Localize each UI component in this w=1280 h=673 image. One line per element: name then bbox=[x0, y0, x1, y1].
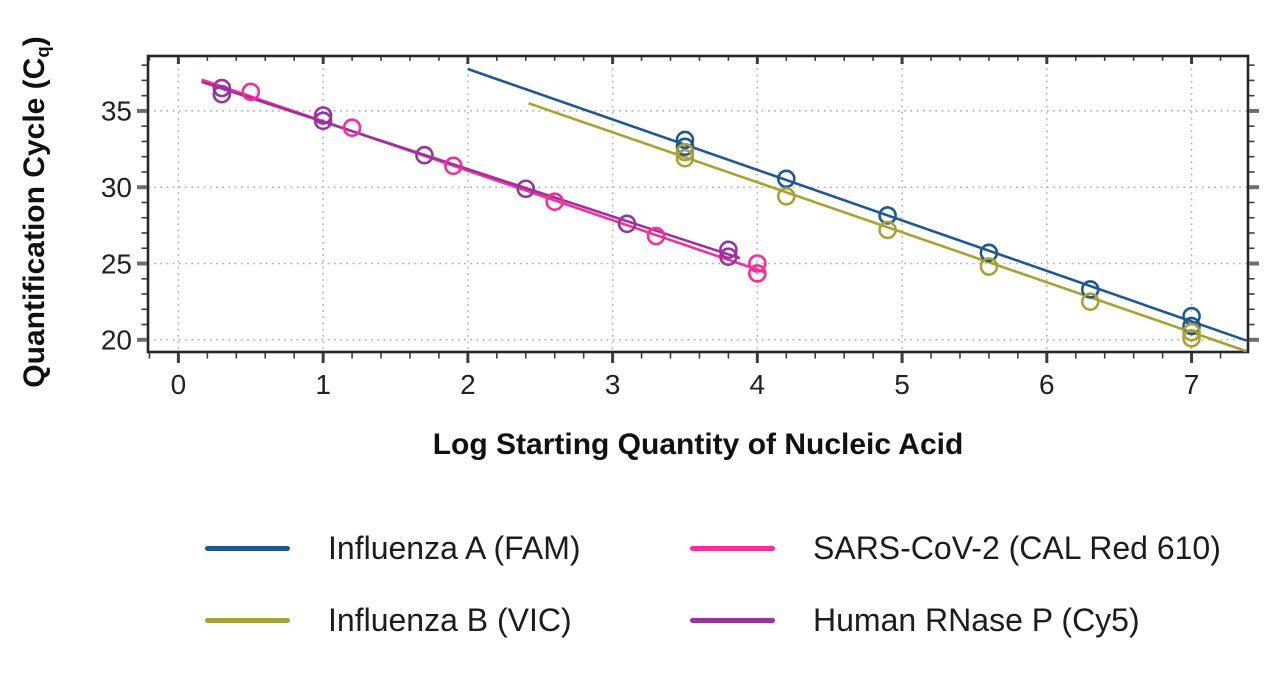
legend-item-human-rnase-p: Human RNase P (Cy5) bbox=[690, 599, 1140, 641]
svg-text:5: 5 bbox=[894, 369, 910, 400]
legend-item-sars-cov-2: SARS-CoV-2 (CAL Red 610) bbox=[690, 527, 1221, 569]
legend-item-influenza-a: Influenza A (FAM) bbox=[205, 527, 581, 569]
svg-text:30: 30 bbox=[101, 172, 132, 203]
legend-swatch-influenza-b bbox=[205, 617, 290, 623]
legend-swatch-sars-cov-2 bbox=[690, 545, 775, 551]
svg-text:3: 3 bbox=[605, 369, 621, 400]
svg-text:35: 35 bbox=[101, 96, 132, 127]
legend-label-sars-cov-2: SARS-CoV-2 (CAL Red 610) bbox=[813, 529, 1221, 566]
legend-label-human-rnase-p: Human RNase P (Cy5) bbox=[813, 601, 1140, 638]
x-axis-title: Log Starting Quantity of Nucleic Acid bbox=[432, 428, 964, 461]
svg-text:7: 7 bbox=[1184, 369, 1200, 400]
legend-label-influenza-a: Influenza A (FAM) bbox=[328, 529, 581, 566]
svg-text:1: 1 bbox=[315, 369, 331, 400]
legend-swatch-human-rnase-p bbox=[690, 617, 775, 623]
svg-text:20: 20 bbox=[101, 325, 132, 356]
svg-text:25: 25 bbox=[101, 248, 132, 279]
svg-text:4: 4 bbox=[750, 369, 766, 400]
legend-swatch-influenza-a bbox=[205, 545, 290, 551]
standard-curve-plot: 0 1 2 3 4 5 6 7 20 25 30 35 bbox=[101, 54, 1259, 400]
svg-text:6: 6 bbox=[1039, 369, 1055, 400]
svg-text:2: 2 bbox=[460, 369, 476, 400]
legend-label-influenza-b: Influenza B (VIC) bbox=[328, 601, 572, 638]
svg-text:0: 0 bbox=[171, 369, 187, 400]
legend-item-influenza-b: Influenza B (VIC) bbox=[205, 599, 572, 641]
